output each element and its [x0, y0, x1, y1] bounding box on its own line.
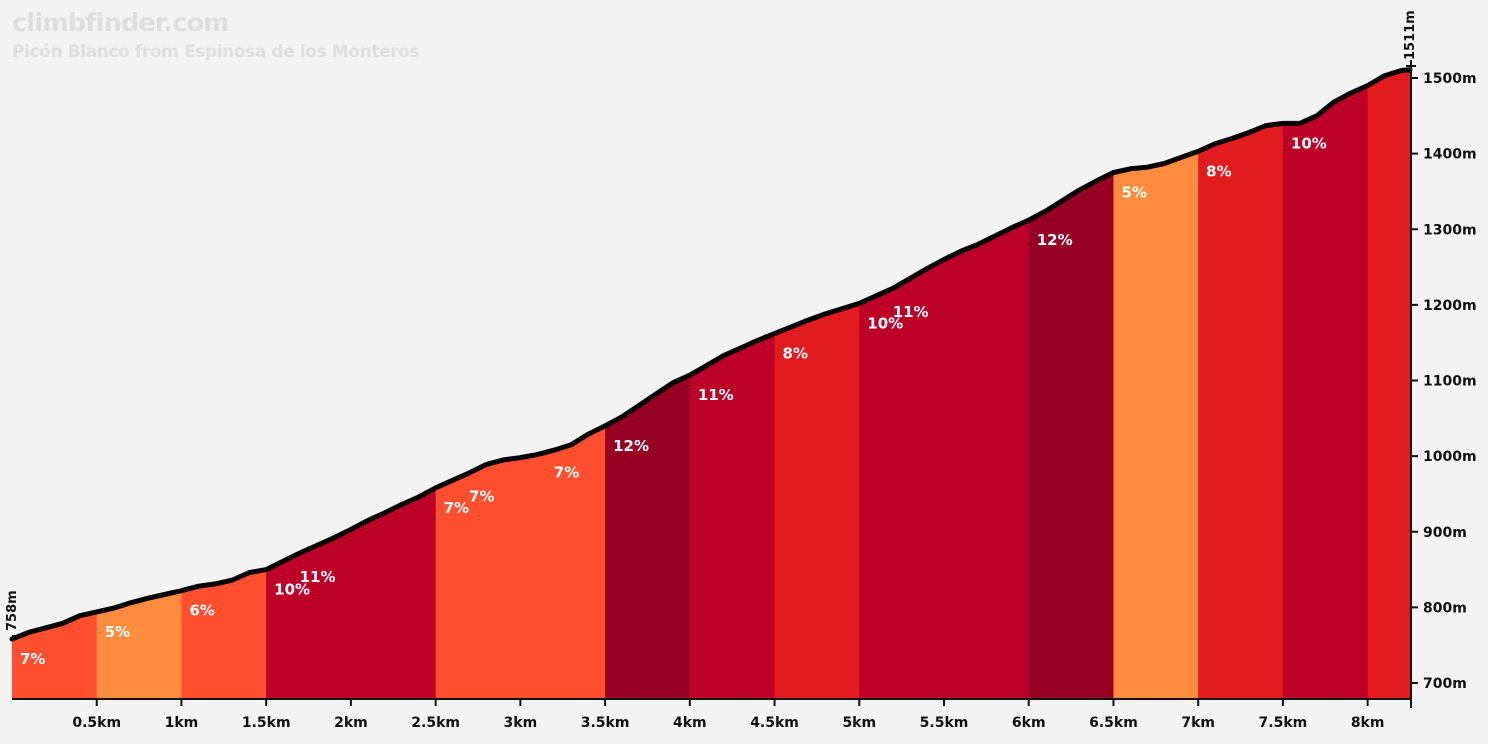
gradient-label: 11% — [893, 303, 929, 321]
x-tick-label: 8km — [1351, 715, 1385, 731]
gradient-segment — [1282, 69, 1369, 698]
gradient-label: 6% — [189, 602, 214, 620]
x-tick-label: 1.5km — [242, 715, 291, 731]
y-tick-label: 1200m — [1423, 298, 1477, 314]
y-tick-label: 800m — [1423, 600, 1467, 616]
gradient-segment — [689, 69, 776, 698]
gradient-segment — [96, 69, 182, 698]
gradient-label: 8% — [1206, 162, 1231, 180]
x-tick-label: 2.5km — [411, 715, 460, 731]
end-elevation-label: 1511m — [1403, 10, 1418, 60]
gradient-label: 11% — [300, 568, 336, 586]
gradient-label: 7% — [469, 488, 494, 506]
y-tick-label: 700m — [1423, 676, 1467, 692]
y-tick-label: 1500m — [1423, 71, 1477, 87]
gradient-label: 12% — [613, 437, 649, 455]
x-tick-label: 5.5km — [920, 715, 969, 731]
gradient-segment — [1113, 69, 1199, 698]
x-tick-label: 0.5km — [72, 715, 121, 731]
y-tick-label: 900m — [1423, 525, 1467, 541]
gradient-segment — [1198, 69, 1284, 698]
y-tick-label: 1000m — [1423, 449, 1477, 465]
y-tick-label: 1100m — [1423, 374, 1477, 390]
x-tick-label: 6km — [1012, 715, 1046, 731]
x-tick-label: 5km — [842, 715, 876, 731]
gradient-segment — [1367, 69, 1410, 698]
y-tick-label: 1300m — [1423, 222, 1477, 238]
gradient-label: 10% — [867, 314, 903, 332]
gradient-segment — [435, 69, 606, 698]
gradient-label: 11% — [698, 386, 734, 404]
start-elevation-label: 758m — [5, 590, 20, 631]
x-tick-label: 4km — [673, 715, 707, 731]
x-tick-label: 7.5km — [1259, 715, 1308, 731]
gradient-label: 5% — [1121, 184, 1146, 202]
x-tick-label: 2km — [334, 715, 368, 731]
y-tick-label: 1400m — [1423, 147, 1477, 163]
gradient-label: 8% — [783, 345, 808, 363]
x-tick-label: 3km — [504, 715, 538, 731]
gradient-label: 7% — [554, 463, 579, 481]
axes: 0.5km 1km 1.5km 2km 2.5km 3km 3.5km 4km 4.5km 5km… — [12, 60, 1477, 731]
gradient-label: 7% — [20, 650, 45, 668]
gradient-segment — [1028, 69, 1114, 698]
gradient-label: 7% — [444, 499, 469, 517]
x-tick-label: 6.5km — [1089, 715, 1138, 731]
x-tick-label: 1km — [165, 715, 199, 731]
gradient-labels: 7%5%6%10%7%12%11%8%10%12%5%8%10%11%11%7%… — [20, 134, 1327, 668]
gradient-label: 10% — [274, 581, 310, 599]
gradient-label: 5% — [105, 623, 130, 641]
elevation-profile-line — [9, 67, 1413, 642]
x-tick-label: 7km — [1181, 715, 1215, 731]
gradient-label: 10% — [1291, 134, 1327, 152]
gradient-segment — [605, 69, 691, 698]
chart-subtitle: Picón Blanco from Espinosa de los Monter… — [12, 42, 420, 62]
x-tick-label: 3.5km — [581, 715, 630, 731]
gradient-label: 12% — [1037, 231, 1073, 249]
chart-title: climbfinder.com — [12, 8, 229, 37]
gradient-segments — [12, 69, 1410, 698]
gradient-segment — [181, 69, 267, 698]
x-tick-label: 4.5km — [750, 715, 799, 731]
gradient-segment — [859, 69, 1030, 698]
gradient-segment — [12, 69, 98, 698]
